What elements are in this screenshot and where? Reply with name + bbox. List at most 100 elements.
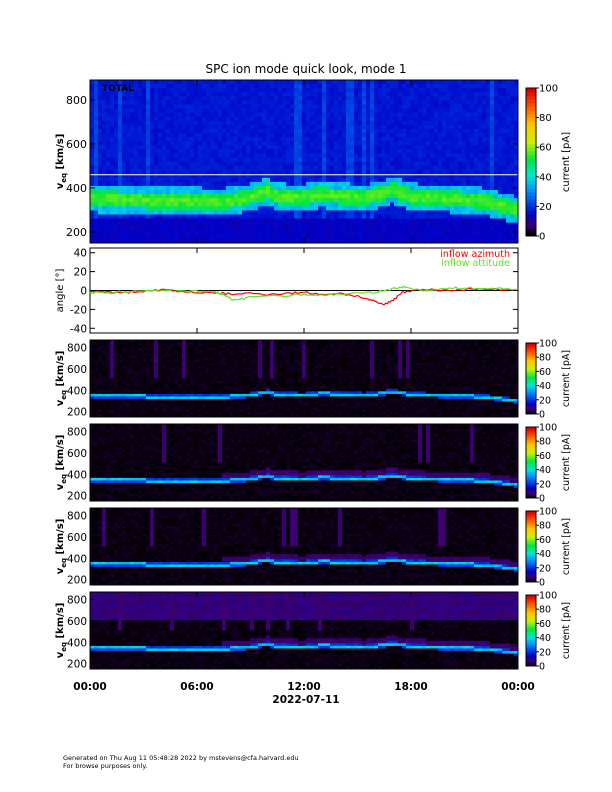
heatmap-cell: [326, 96, 331, 101]
heatmap-cell: [150, 370, 155, 374]
heatmap-cell: [102, 383, 107, 387]
heatmap-cell: [422, 100, 427, 105]
heatmap-cell: [386, 100, 391, 105]
heatmap-cell: [210, 100, 215, 105]
heatmap-cell: [214, 104, 219, 109]
heatmap-cell: [106, 360, 111, 364]
heatmap-cell: [250, 116, 255, 122]
heatmap-cell: [466, 145, 471, 150]
heatmap-cell: [342, 169, 347, 175]
heatmap-cell: [110, 181, 115, 187]
heatmap-cell: [402, 124, 407, 130]
heatmap-cell: [146, 141, 151, 146]
heatmap-cell: [126, 399, 131, 402]
heatmap-cell: [362, 84, 367, 89]
heatmap-cell: [294, 157, 299, 162]
heatmap-cell: [454, 92, 459, 97]
colorbar-cell-0: [526, 139, 536, 144]
heatmap-cell: [322, 104, 327, 109]
heatmap-cell: [142, 210, 147, 215]
heatmap-cell: [394, 84, 399, 89]
heatmap-cell: [114, 153, 119, 158]
heatmap-cell: [230, 169, 235, 175]
heatmap-cell: [154, 363, 159, 367]
heatmap-cell: [466, 137, 471, 142]
heatmap-cell: [138, 202, 143, 207]
heatmap-cell: [334, 128, 339, 134]
heatmap-cell: [350, 169, 355, 175]
heatmap-cell: [494, 92, 499, 97]
heatmap-cell: [498, 185, 503, 191]
heatmap-cell: [94, 173, 99, 179]
heatmap-cell: [374, 92, 379, 97]
heatmap-cell: [154, 173, 159, 179]
heatmap-cell: [358, 198, 363, 203]
heatmap-cell: [366, 108, 371, 113]
heatmap-cell: [206, 226, 211, 232]
heatmap-cell: [310, 149, 315, 154]
heatmap-cell: [474, 96, 479, 101]
heatmap-cell: [390, 116, 395, 122]
heatmap-cell: [182, 218, 187, 224]
heatmap-cell: [494, 157, 499, 162]
heatmap-cell: [194, 132, 199, 138]
heatmap-cell: [306, 108, 311, 113]
heatmap-cell: [358, 149, 363, 154]
heatmap-cell: [142, 352, 147, 356]
heatmap-cell: [294, 137, 299, 142]
heatmap-cell: [170, 141, 175, 146]
heatmap-cell: [190, 108, 195, 113]
heatmap-cell: [434, 104, 439, 109]
heatmap-cell: [370, 141, 375, 146]
heatmap-cell: [354, 206, 359, 211]
heatmap-cell: [110, 234, 115, 240]
heatmap-cell: [182, 173, 187, 179]
heatmap-cell: [354, 149, 359, 154]
heatmap-cell: [390, 92, 395, 97]
heatmap-cell: [390, 161, 395, 166]
heatmap-cell: [498, 206, 503, 211]
heatmap-cell: [182, 80, 187, 85]
heatmap-cell: [270, 165, 275, 171]
heatmap-cell: [490, 137, 495, 142]
heatmap-cell: [130, 381, 135, 385]
heatmap-cell: [514, 96, 519, 101]
heatmap-cell: [390, 128, 395, 134]
heatmap-cell: [126, 383, 131, 387]
heatmap-cell: [106, 120, 111, 126]
heatmap-cell: [162, 411, 167, 415]
heatmap-cell: [298, 80, 303, 85]
heatmap-cell: [266, 153, 271, 158]
colorbar-cell-0: [526, 150, 536, 156]
heatmap-cell: [274, 96, 279, 101]
heatmap-cell: [150, 409, 155, 413]
heatmap-cell: [98, 185, 103, 191]
heatmap-cell: [222, 145, 227, 150]
heatmap-cell: [482, 120, 487, 126]
heatmap-cell: [262, 173, 267, 179]
heatmap-cell: [450, 112, 455, 118]
heatmap-cell: [290, 104, 295, 109]
heatmap-cell: [306, 222, 311, 228]
heatmap-cell: [494, 149, 499, 154]
heatmap-cell: [134, 141, 139, 146]
heatmap-cell: [222, 185, 227, 191]
heatmap-cell: [274, 145, 279, 150]
heatmap-cell: [338, 210, 343, 215]
heatmap-cell: [498, 214, 503, 219]
heatmap-cell: [90, 157, 95, 162]
heatmap-cell: [334, 206, 339, 211]
heatmap-cell: [310, 100, 315, 105]
heatmap-cell: [314, 145, 319, 150]
colorbar-cell-0: [526, 206, 536, 211]
heatmap-cell: [102, 386, 107, 390]
heatmap-cell: [466, 230, 471, 236]
heatmap-cell: [458, 181, 463, 187]
heatmap-cell: [310, 141, 315, 146]
heatmap-cell: [194, 124, 199, 130]
heatmap-cell: [206, 165, 211, 171]
heatmap-cell: [118, 238, 123, 244]
heatmap-cell: [358, 234, 363, 240]
heatmap-cell: [262, 206, 267, 211]
heatmap-cell: [338, 165, 343, 171]
